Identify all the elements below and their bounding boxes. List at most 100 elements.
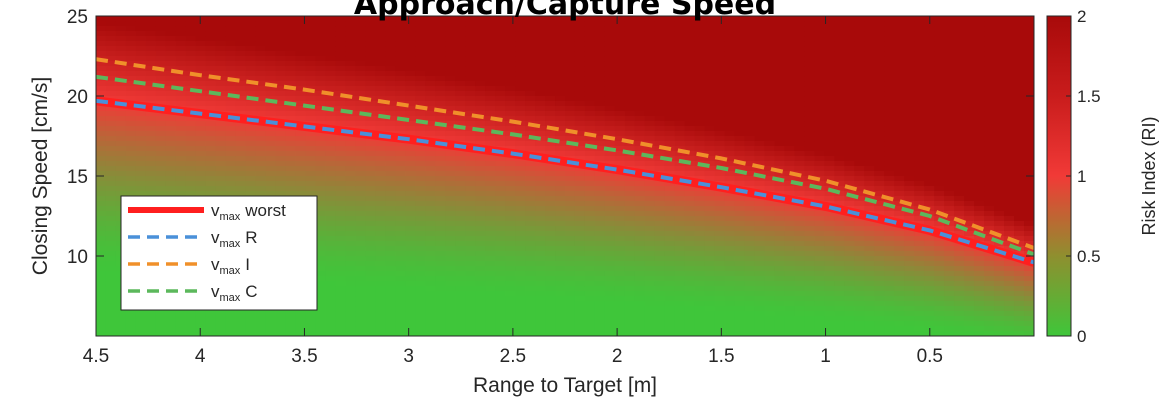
heatmap-cell <box>794 81 806 87</box>
heatmap-cell <box>445 201 456 207</box>
heatmap-cell <box>574 16 586 22</box>
heatmap-cell <box>614 236 626 242</box>
heatmap-cell <box>475 116 486 122</box>
heatmap-cell <box>525 131 536 137</box>
heatmap-cell <box>375 146 386 152</box>
heatmap-cell <box>345 246 357 252</box>
heatmap-cell <box>634 236 646 242</box>
heatmap-cell <box>734 111 746 117</box>
heatmap-cell <box>245 161 257 167</box>
heatmap-cell <box>684 221 696 227</box>
heatmap-cell <box>525 246 536 252</box>
heatmap-cell <box>365 146 377 152</box>
heatmap-cell <box>535 271 546 277</box>
heatmap-cell <box>594 231 606 237</box>
heatmap-cell <box>155 116 167 122</box>
heatmap-cell <box>734 16 746 22</box>
heatmap-cell <box>155 331 167 336</box>
heatmap-cell <box>495 176 506 182</box>
heatmap-cell <box>694 126 706 132</box>
heatmap-cell <box>824 306 836 312</box>
heatmap-cell <box>245 186 257 192</box>
heatmap-cell <box>105 191 117 197</box>
heatmap-cell <box>724 251 736 257</box>
heatmap-cell <box>784 231 796 237</box>
heatmap-cell <box>764 266 776 272</box>
heatmap-cell <box>185 186 197 192</box>
heatmap-cell <box>345 166 357 172</box>
heatmap-cell <box>654 296 666 302</box>
heatmap-cell <box>435 301 446 307</box>
heatmap-cell <box>385 146 396 152</box>
heatmap-cell <box>425 251 436 257</box>
heatmap-cell <box>764 86 776 92</box>
heatmap-cell <box>644 81 656 87</box>
heatmap-cell <box>794 151 806 157</box>
heatmap-cell <box>594 96 606 102</box>
heatmap-cell <box>814 116 826 122</box>
heatmap-cell <box>295 36 307 42</box>
heatmap-cell <box>614 66 626 72</box>
heatmap-cell <box>505 286 516 292</box>
heatmap-cell <box>375 306 386 312</box>
heatmap-cell <box>255 56 267 62</box>
heatmap-cell <box>295 31 307 37</box>
heatmap-cell <box>185 166 197 172</box>
heatmap-cell <box>754 141 766 147</box>
heatmap-cell <box>774 186 786 192</box>
heatmap-cell <box>205 186 217 192</box>
heatmap-cell <box>115 21 127 27</box>
heatmap-cell <box>674 36 686 42</box>
heatmap-cell <box>734 171 746 177</box>
heatmap-cell <box>485 106 496 112</box>
heatmap-cell <box>485 171 496 177</box>
heatmap-cell <box>744 291 756 297</box>
heatmap-cell <box>345 161 357 167</box>
heatmap-cell <box>405 301 416 307</box>
heatmap-cell <box>96 301 107 307</box>
heatmap-cell <box>634 81 646 87</box>
heatmap-cell <box>295 111 307 117</box>
heatmap-cell <box>245 156 257 162</box>
heatmap-cell <box>764 231 776 237</box>
heatmap-cell <box>794 326 806 332</box>
heatmap-cell <box>365 71 377 77</box>
heatmap-cell <box>465 26 476 32</box>
heatmap-cell <box>754 261 766 267</box>
heatmap-cell <box>405 261 416 267</box>
heatmap-cell <box>565 241 576 247</box>
heatmap-cell <box>385 321 396 327</box>
heatmap-cell <box>864 66 875 72</box>
heatmap-cell <box>604 211 616 217</box>
heatmap-cell <box>425 186 436 192</box>
heatmap-cell <box>225 141 237 147</box>
heatmap-cell <box>125 151 137 157</box>
heatmap-cell <box>375 241 386 247</box>
heatmap-cell <box>255 16 267 22</box>
heatmap-cell <box>315 311 327 317</box>
heatmap-cell <box>495 36 506 42</box>
heatmap-cell <box>574 81 586 87</box>
heatmap-cell <box>545 121 556 127</box>
heatmap-cell <box>245 66 257 72</box>
heatmap-cell <box>574 66 586 72</box>
heatmap-cell <box>305 81 317 87</box>
heatmap-cell <box>405 26 416 32</box>
heatmap-cell <box>794 321 806 327</box>
heatmap-cell <box>495 111 506 117</box>
heatmap-cell <box>515 36 526 42</box>
heatmap-cell <box>185 81 197 87</box>
heatmap-cell <box>485 66 496 72</box>
heatmap-cell <box>834 201 846 207</box>
heatmap-cell <box>674 61 686 67</box>
heatmap-cell <box>784 131 796 137</box>
heatmap-cell <box>465 51 476 57</box>
heatmap-cell <box>335 61 347 67</box>
heatmap-cell <box>794 141 806 147</box>
heatmap-cell <box>115 41 127 47</box>
heatmap-cell <box>694 61 706 67</box>
heatmap-cell <box>834 96 846 102</box>
heatmap-cell <box>734 156 746 162</box>
heatmap-cell <box>125 161 137 167</box>
heatmap-cell <box>515 251 526 257</box>
